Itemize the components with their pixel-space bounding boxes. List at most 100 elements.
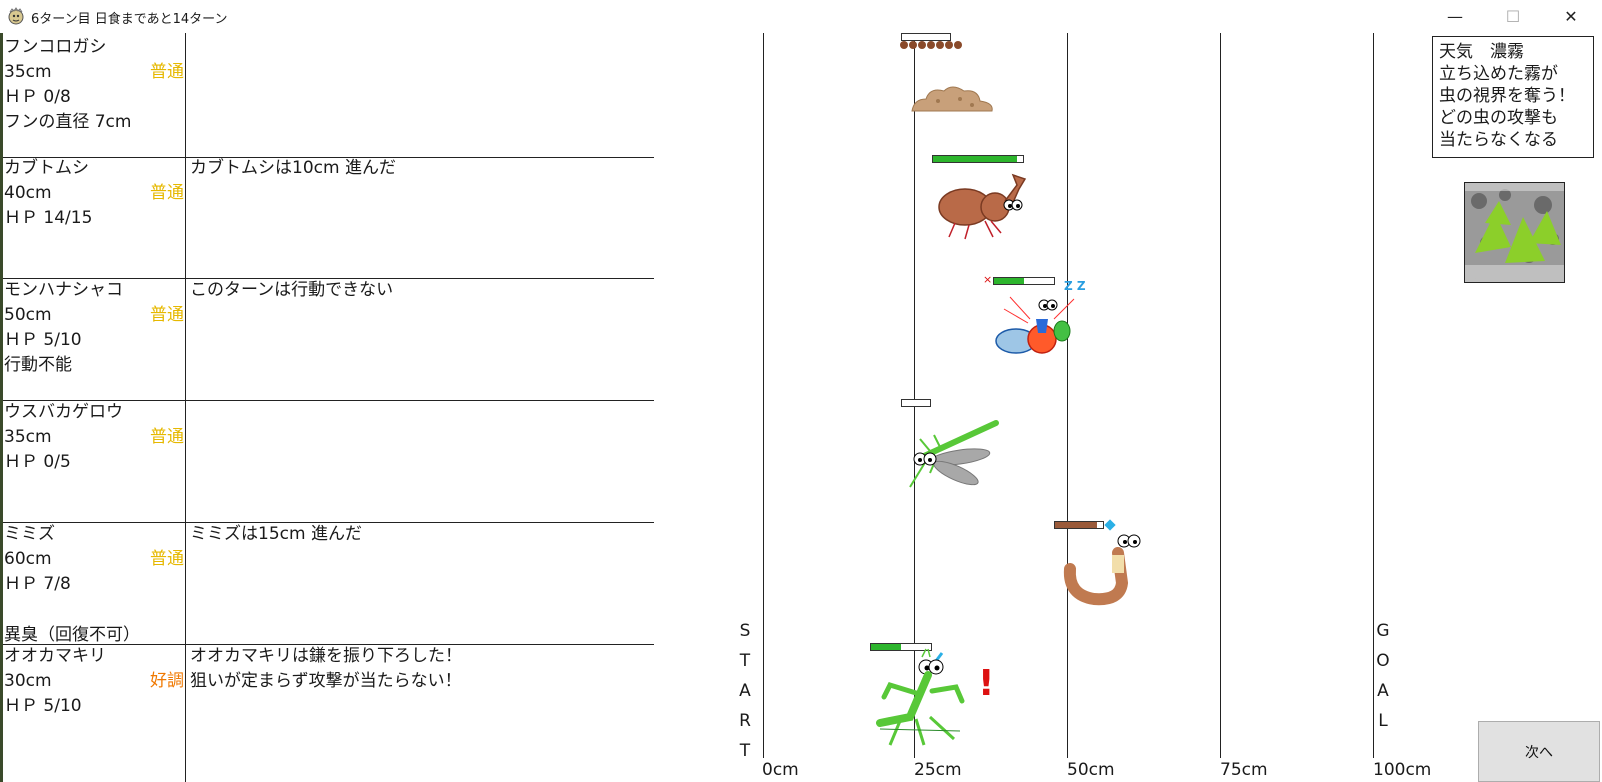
race-track: 0cm 25cm 50cm 75cm 100cm S T A R T G O A…	[739, 33, 1470, 782]
tick-label: 75cm	[1220, 760, 1268, 780]
tick-label: 25cm	[914, 760, 962, 780]
insect-hp: ＨＰ 0/5	[4, 452, 71, 472]
insect-condition: 好調	[150, 671, 184, 691]
insect-distance: 35cm	[4, 62, 52, 82]
start-letter: A	[739, 681, 751, 701]
insect-log: このターンは行動できない	[190, 278, 650, 303]
hp-bar-mantis-shrimp	[993, 277, 1055, 285]
insect-row-mantis-shrimp: モンハナシャコ 50cm 普通 ＨＰ 5/10 行動不能 このターンは行動できない	[3, 276, 654, 401]
weather-line: どの虫の攻撃も	[1439, 108, 1558, 128]
insect-hp: ＨＰ 5/10	[4, 696, 82, 716]
column-divider	[185, 398, 186, 523]
start-letter: T	[739, 741, 751, 761]
insect-info: フンコロガシ 35cm 普通 ＨＰ 0/8 フンの直径 7cm	[4, 35, 184, 155]
window-edge	[0, 33, 3, 782]
maximize-button[interactable]: ☐	[1484, 0, 1542, 33]
column-divider	[185, 276, 186, 401]
beetle-sprite	[938, 173, 1027, 240]
dung-ball	[900, 41, 908, 49]
goal-letter: L	[1378, 711, 1388, 731]
hp-bar-dung-beetle	[901, 33, 951, 41]
start-letter: T	[739, 651, 751, 671]
earthworm-sprite	[1063, 534, 1141, 606]
insect-name: ウスバカゲロウ	[4, 402, 123, 422]
window-title: 6ターン目 日食まであと14ターン	[31, 12, 228, 27]
insect-row-beetle: カブトムシ 40cm 普通 ＨＰ 14/15 カブトムシは10cm 進んだ	[3, 154, 654, 279]
insect-row-mantis: オオカマキリ 30cm 好調 ＨＰ 5/10 オオカマキリは鎌を振り下ろした！ 狙…	[3, 642, 654, 782]
insect-distance: 60cm	[4, 549, 52, 569]
log-line: このターンは行動できない	[190, 280, 394, 300]
weather-line: 当たらなくなる	[1439, 130, 1558, 150]
maximize-icon: ☐	[1505, 7, 1521, 26]
insect-hp: ＨＰ 0/8	[4, 87, 71, 107]
insect-log: カブトムシは10cm 進んだ	[190, 156, 650, 181]
insect-distance: 30cm	[4, 671, 52, 691]
row-divider	[3, 644, 654, 645]
mantis-shrimp-sprite	[995, 296, 1075, 354]
insect-info: ミミズ 60cm 普通 ＨＰ 7/8	[4, 522, 184, 642]
sun-eclipse-icon	[8, 7, 24, 25]
column-divider	[185, 642, 186, 782]
column-divider	[185, 520, 186, 645]
insect-condition: 普通	[150, 427, 184, 447]
goal-label: G O A L	[1374, 616, 1392, 736]
goal-letter: G	[1376, 621, 1390, 641]
insect-condition: 普通	[150, 183, 184, 203]
hp-bar-mantis	[870, 643, 932, 651]
insect-distance: 40cm	[4, 183, 52, 203]
weather-title: 天気 濃霧	[1439, 42, 1524, 62]
minimize-icon: —	[1447, 7, 1463, 26]
insect-hp: ＨＰ 7/8	[4, 574, 71, 594]
track-line-50cm	[1067, 33, 1068, 758]
row-divider	[3, 522, 654, 523]
track-line-25cm	[914, 33, 915, 758]
close-icon: ✕	[1564, 7, 1578, 26]
fog-weather-graphic	[1465, 183, 1564, 282]
row-divider	[3, 278, 654, 279]
insect-row-dung-beetle: フンコロガシ 35cm 普通 ＨＰ 0/8 フンの直径 7cm	[3, 33, 654, 158]
weather-panel: 天気 濃霧 立ち込めた霧が 虫の視界を奪う！ どの虫の攻撃も 当たらなくなる	[1432, 36, 1594, 158]
log-line: カブトムシは10cm 進んだ	[190, 158, 396, 178]
mantis-sprite	[876, 648, 965, 746]
dung-pile-sprite	[911, 86, 993, 112]
row-divider	[3, 157, 654, 158]
insect-info: ウスバカゲロウ 35cm 普通 ＨＰ 0/5	[4, 400, 184, 520]
dung-ball-row	[900, 41, 970, 51]
minimize-button[interactable]: —	[1426, 0, 1484, 33]
insect-name: オオカマキリ	[4, 646, 106, 666]
sleep-zz-icon: Z Z	[1064, 279, 1086, 293]
goal-letter: A	[1377, 681, 1389, 701]
track-line-100cm	[1373, 33, 1374, 758]
insect-row-antlion: ウスバカゲロウ 35cm 普通 ＨＰ 0/5	[3, 398, 654, 523]
alert-exclamation-icon: !	[978, 663, 995, 704]
insect-info: オオカマキリ 30cm 好調 ＨＰ 5/10	[4, 644, 184, 764]
insect-name: フンコロガシ	[4, 37, 107, 57]
insect-hp: ＨＰ 5/10	[4, 330, 82, 350]
next-button-label: 次へ	[1525, 744, 1553, 761]
start-label: S T A R T	[736, 616, 754, 766]
status-table: フンコロガシ 35cm 普通 ＨＰ 0/8 フンの直径 7cm カブトムシ 40c…	[3, 33, 654, 782]
insect-name: カブトムシ	[4, 158, 89, 178]
tick-label: 0cm	[762, 760, 799, 780]
hp-bar-earthworm	[1054, 521, 1104, 529]
insect-extra: 異臭（回復不可）	[4, 625, 140, 645]
hp-bar-antlion	[901, 399, 931, 407]
weather-line: 立ち込めた霧が	[1439, 64, 1558, 84]
antlion-sprite	[909, 420, 999, 488]
dung-ball	[954, 41, 962, 49]
dung-ball	[918, 41, 926, 49]
tick-label: 50cm	[1067, 760, 1115, 780]
insect-condition: 普通	[150, 549, 184, 569]
log-line: オオカマキリは鎌を振り下ろした！	[190, 646, 462, 666]
track-line-75cm	[1220, 33, 1221, 758]
weather-line: 虫の視界を奪う！	[1439, 86, 1575, 106]
row-divider	[3, 400, 654, 401]
start-letter: R	[739, 711, 751, 731]
column-divider	[185, 154, 186, 279]
close-button[interactable]: ✕	[1542, 0, 1600, 33]
insect-distance: 35cm	[4, 427, 52, 447]
next-button[interactable]: 次へ	[1478, 721, 1600, 782]
hp-bar-beetle	[932, 155, 1024, 163]
insect-log: ミミズは15cm 進んだ	[190, 522, 650, 547]
dung-ball	[909, 41, 917, 49]
